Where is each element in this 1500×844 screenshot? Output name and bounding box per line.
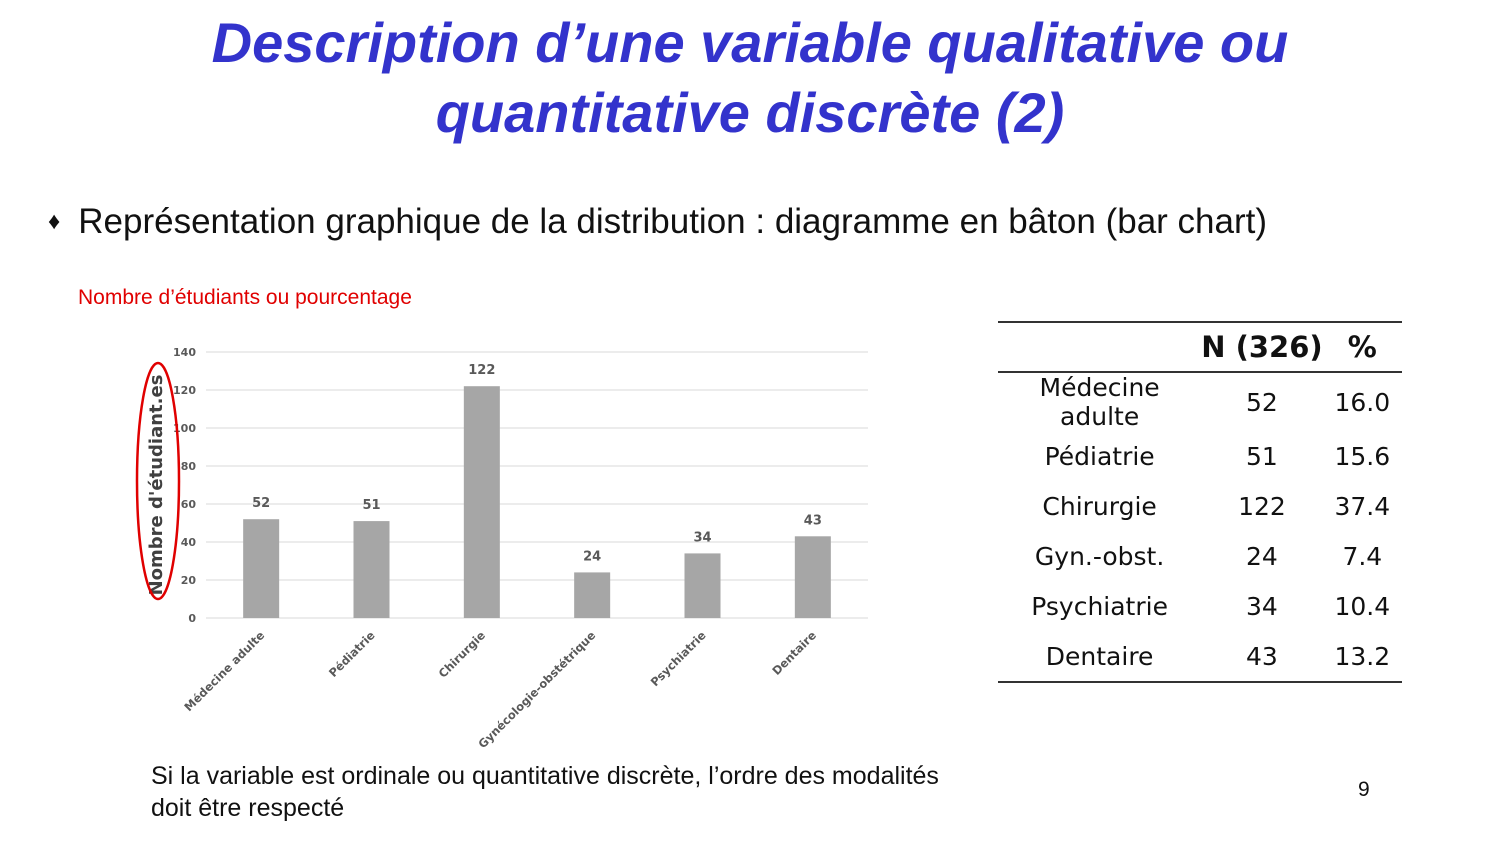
y-tick-label: 60 — [181, 498, 197, 511]
table-row: Dentaire 43 13.2 — [998, 631, 1402, 683]
y-tick-label: 140 — [173, 346, 196, 359]
footnote-line-1: Si la variable est ordinale ou quantitat… — [151, 762, 939, 790]
bar — [353, 521, 390, 618]
row-n: 34 — [1246, 591, 1278, 621]
x-category-label: Chirurgie — [436, 628, 489, 681]
row-percent: 16.0 — [1334, 387, 1391, 417]
y-tick-label: 100 — [173, 422, 196, 435]
data-label: 122 — [468, 363, 495, 378]
y-tick-label: 40 — [181, 536, 197, 549]
ylabel-annotation: Nombre d’étudiants ou pourcentage — [78, 286, 412, 309]
row-percent: 15.6 — [1334, 441, 1391, 471]
header-category — [998, 321, 1202, 373]
row-n: 52 — [1246, 387, 1278, 417]
y-tick-label: 120 — [173, 384, 196, 397]
y-tick-label: 80 — [181, 460, 197, 473]
bar-chart: 0 20 40 60 80 100 120 140 Nombre d'étudiant.es 52… — [135, 346, 868, 751]
table-header-row: N (326) % — [998, 321, 1402, 373]
x-category-label: Médecine adulte — [181, 628, 267, 714]
data-label: 34 — [693, 530, 711, 545]
row-category: Médecine adulte — [1039, 373, 1160, 431]
row-percent: 13.2 — [1322, 631, 1402, 683]
header-percent: % — [1322, 321, 1402, 373]
table-row: Pédiatrie 51 15.6 — [998, 431, 1402, 481]
x-category-label: Gynécologie-obstétrique — [475, 628, 598, 751]
row-percent: 37.4 — [1334, 491, 1391, 521]
x-category-label: Dentaire — [769, 628, 819, 678]
row-category: Chirurgie — [1042, 491, 1157, 521]
bar — [794, 536, 831, 618]
x-category-label: Pédiatrie — [326, 628, 378, 680]
table-row: Psychiatrie 34 10.4 — [998, 581, 1402, 631]
row-n: 43 — [1201, 631, 1323, 683]
row-category: Psychiatrie — [1031, 591, 1168, 621]
data-label: 52 — [252, 496, 270, 511]
title-line-2: quantitative discrète (2) — [435, 81, 1065, 144]
slide-title: Description d’une variable qualitative o… — [0, 8, 1500, 148]
bar — [574, 572, 611, 618]
bar — [463, 386, 500, 618]
data-label: 43 — [804, 513, 822, 528]
x-category-label: Psychiatrie — [648, 628, 709, 689]
row-n: 24 — [1246, 541, 1278, 571]
table-row: Chirurgie 122 37.4 — [998, 481, 1402, 531]
bar — [684, 553, 721, 618]
data-label: 51 — [362, 498, 380, 513]
axis-title-highlight-ellipse — [135, 361, 181, 601]
header-n: N (326) — [1201, 321, 1323, 373]
row-category: Dentaire — [998, 631, 1202, 683]
diamond-bullet-icon: ♦ — [48, 208, 61, 235]
row-n: 122 — [1238, 491, 1286, 521]
row-category: Pédiatrie — [1044, 441, 1155, 471]
row-n: 51 — [1246, 441, 1278, 471]
footnote: Si la variable est ordinale ou quantitat… — [151, 760, 939, 824]
footnote-line-2: doit être respecté — [151, 794, 345, 822]
bullet-point: ♦ Représentation graphique de la distribu… — [48, 202, 1267, 242]
y-axis-title: Nombre d'étudiant.es — [146, 375, 167, 596]
y-tick-label: 20 — [181, 574, 197, 587]
table-row: Médecine adulte 52 16.0 — [998, 372, 1402, 431]
row-percent: 10.4 — [1334, 591, 1391, 621]
data-label: 24 — [583, 549, 601, 564]
title-line-1: Description d’une variable qualitative o… — [211, 11, 1289, 74]
bullet-text: Représentation graphique de la distribut… — [78, 202, 1268, 241]
table-row: Gyn.-obst. 24 7.4 — [998, 531, 1402, 581]
row-category: Gyn.-obst. — [1034, 541, 1165, 571]
bar — [243, 519, 280, 618]
frequency-table: N (326) % Médecine adulte 52 16.0 Pédiat… — [998, 321, 1402, 683]
page-number: 9 — [1358, 778, 1370, 801]
row-percent: 7.4 — [1342, 541, 1383, 571]
y-tick-label: 0 — [188, 612, 196, 625]
